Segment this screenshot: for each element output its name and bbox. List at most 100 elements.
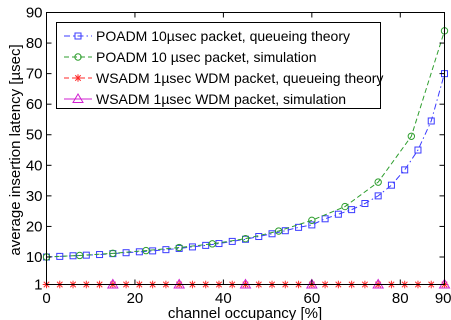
data-point	[438, 278, 451, 289]
y-tick-label: 60	[26, 96, 43, 113]
square-marker	[334, 210, 342, 218]
circle-marker	[74, 53, 82, 61]
data-point	[341, 202, 349, 211]
circle-marker	[208, 240, 217, 248]
legend-box	[56, 22, 381, 109]
plot-frame	[46, 12, 445, 285]
legend-marker	[72, 93, 84, 103]
legend-entry: WSADM 1µsec WDM packet, queueing theory	[64, 70, 383, 86]
circle-marker	[407, 132, 416, 140]
data-point	[305, 278, 318, 289]
square-marker	[401, 166, 409, 174]
data-point	[407, 132, 416, 140]
square-marker	[427, 117, 435, 125]
data-point	[75, 251, 84, 260]
legend-entry: WSADM 1µsec WDM packet, simulation	[64, 91, 346, 107]
x-axis-ticks: 0 20 40 60 80 90	[42, 12, 451, 307]
asterisk-stroke	[74, 74, 82, 82]
data-point	[241, 234, 250, 243]
data-point	[295, 223, 303, 231]
circle-marker	[142, 246, 150, 255]
square-marker	[374, 192, 382, 200]
legend-label: POADM 10µsec packet, queueing theory	[96, 28, 350, 44]
x-tick-label: 0	[42, 290, 50, 307]
legend-marker	[74, 32, 82, 40]
data-point	[308, 216, 316, 225]
triangle-marker	[305, 278, 318, 289]
legend: POADM 10µsec packet, queueing theory POAD…	[56, 22, 383, 109]
data-point	[387, 181, 395, 189]
square-marker	[321, 215, 329, 223]
data-point	[228, 237, 236, 245]
x-tick-label: 80	[392, 290, 409, 307]
triangle-marker	[106, 278, 119, 289]
data-point	[361, 200, 369, 208]
x-tick-label: 40	[215, 290, 232, 307]
legend-marker	[74, 53, 82, 61]
square-marker	[74, 32, 82, 40]
legend-label: WSADM 1µsec WDM packet, queueing theory	[96, 70, 383, 86]
series-line	[46, 73, 445, 258]
circle-marker	[308, 216, 316, 225]
y-tick-label: 80	[26, 35, 43, 52]
data-point	[401, 166, 409, 174]
y-axis-label: average insertion latency [µsec]	[7, 44, 24, 255]
triangle-marker	[372, 278, 385, 289]
square-marker	[162, 246, 170, 254]
circle-marker	[75, 251, 84, 260]
data-point	[414, 146, 422, 154]
data-point	[308, 221, 316, 229]
data-point	[208, 240, 217, 248]
triangle-marker	[173, 278, 186, 289]
data-point	[239, 278, 252, 289]
x-tick-label: 60	[303, 290, 320, 307]
data-point	[372, 278, 385, 289]
data-point	[175, 243, 183, 252]
data-point	[106, 278, 119, 289]
data-point	[427, 117, 435, 125]
y-tick-label: 70	[26, 66, 43, 83]
data-point	[142, 246, 150, 255]
data-point	[348, 206, 356, 214]
circle-marker	[241, 234, 250, 243]
series-line	[46, 30, 445, 258]
data-point	[374, 178, 382, 186]
square-marker	[414, 146, 422, 154]
data-point	[109, 249, 117, 258]
square-marker	[361, 200, 369, 208]
square-marker	[387, 181, 395, 189]
data-point	[334, 210, 342, 218]
circle-marker	[374, 178, 382, 186]
square-marker	[348, 206, 356, 214]
x-tick-label: 20	[127, 290, 144, 307]
legend-entry: POADM 10 µsec packet, simulation	[64, 49, 317, 65]
legend-entry: POADM 10µsec packet, queueing theory	[64, 28, 350, 44]
data-point	[173, 278, 186, 289]
circle-marker	[274, 227, 283, 235]
y-tick-label: 50	[26, 127, 43, 144]
circle-marker	[109, 249, 117, 258]
data-point	[374, 192, 382, 200]
y-tick-label: 40	[26, 157, 43, 174]
square-marker	[295, 223, 303, 231]
data-point	[274, 227, 283, 235]
circle-marker	[341, 202, 349, 211]
triangle-marker	[72, 93, 84, 103]
data-point	[268, 230, 276, 238]
square-marker	[268, 230, 276, 238]
triangle-marker	[239, 278, 252, 289]
legend-label: POADM 10 µsec packet, simulation	[96, 49, 317, 65]
y-tick-label: 10	[26, 249, 43, 266]
x-tick-label: 90	[435, 290, 451, 307]
data-point	[321, 215, 329, 223]
y-tick-label: 1	[34, 277, 42, 294]
legend-label: WSADM 1µsec WDM packet, simulation	[96, 91, 346, 107]
circle-marker	[175, 243, 183, 252]
triangle-marker	[438, 278, 451, 289]
y-tick-label: 90	[26, 5, 43, 22]
square-marker	[308, 221, 316, 229]
y-tick-label: 30	[26, 188, 43, 205]
square-marker	[228, 237, 236, 245]
legend-marker	[74, 74, 82, 82]
